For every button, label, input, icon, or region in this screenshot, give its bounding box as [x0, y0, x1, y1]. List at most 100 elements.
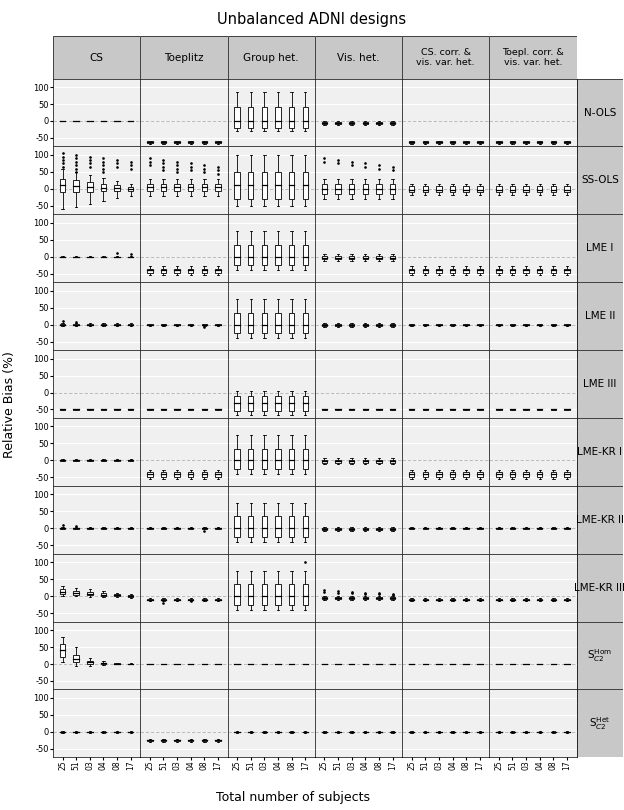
Bar [147, 740, 152, 741]
Bar [74, 654, 79, 663]
Bar [335, 184, 341, 194]
Text: S$^{\mathrm{Het}}_{C2}$: S$^{\mathrm{Het}}_{C2}$ [589, 715, 611, 731]
Bar [303, 108, 308, 128]
Bar [289, 584, 295, 604]
Text: LME II: LME II [585, 311, 615, 321]
Bar [248, 245, 253, 265]
Bar [261, 108, 267, 128]
Bar [215, 740, 221, 741]
Bar [349, 527, 354, 530]
Bar [188, 184, 193, 190]
Bar [215, 269, 221, 273]
Bar [422, 472, 428, 476]
Bar [409, 186, 414, 192]
Bar [321, 597, 327, 599]
Bar [376, 122, 382, 124]
Bar [147, 142, 152, 143]
Bar [477, 186, 482, 192]
Bar [335, 122, 341, 124]
Bar [275, 313, 281, 333]
Bar [174, 184, 180, 190]
Bar [87, 661, 92, 664]
Bar [321, 527, 327, 530]
Bar [74, 590, 79, 595]
Bar [235, 108, 240, 128]
Bar [188, 740, 193, 741]
Bar [303, 313, 308, 333]
Bar [321, 460, 327, 463]
Bar [128, 187, 134, 190]
Bar [390, 460, 395, 463]
Bar [202, 472, 207, 476]
Bar [215, 184, 221, 190]
Bar [363, 597, 368, 599]
Bar [248, 172, 253, 199]
Text: Unbalanced ADNI designs: Unbalanced ADNI designs [217, 12, 407, 28]
Bar [564, 186, 570, 192]
Bar [147, 472, 152, 476]
Bar [289, 449, 295, 469]
Bar [349, 184, 354, 194]
Bar [335, 597, 341, 599]
Bar [100, 663, 106, 664]
Bar [275, 172, 281, 199]
Bar [335, 256, 341, 259]
Bar [436, 599, 442, 600]
Text: Total number of subjects: Total number of subjects [217, 791, 370, 804]
Bar [450, 142, 456, 143]
Bar [510, 186, 515, 192]
Bar [376, 324, 382, 326]
Bar [376, 597, 382, 599]
Bar [335, 460, 341, 463]
Bar [235, 449, 240, 469]
Bar [537, 599, 542, 600]
Text: S$^{\mathrm{Hom}}_{C2}$: S$^{\mathrm{Hom}}_{C2}$ [587, 647, 613, 664]
Bar [248, 313, 253, 333]
Text: LME-KR I: LME-KR I [577, 447, 623, 457]
Bar [464, 269, 469, 273]
Bar [161, 740, 166, 741]
Bar [87, 591, 92, 595]
Bar [496, 269, 502, 273]
Bar [289, 245, 295, 265]
Bar [174, 269, 180, 273]
Bar [349, 324, 354, 326]
Bar [275, 245, 281, 265]
Bar [321, 184, 327, 194]
Bar [215, 472, 221, 476]
Bar [564, 142, 570, 143]
Bar [174, 740, 180, 741]
Bar [60, 324, 66, 325]
Bar [289, 108, 295, 128]
Bar [409, 269, 414, 273]
Bar [289, 313, 295, 333]
Bar [450, 186, 456, 192]
Bar [275, 517, 281, 537]
Text: Toepl. corr. &
vis. var. het.: Toepl. corr. & vis. var. het. [502, 48, 564, 67]
Bar [363, 256, 368, 259]
Bar [74, 527, 79, 529]
Bar [550, 142, 556, 143]
Bar [289, 172, 295, 199]
Bar [60, 644, 66, 657]
Bar [550, 186, 556, 192]
Bar [510, 269, 515, 273]
Bar [275, 584, 281, 604]
Bar [87, 324, 92, 325]
Bar [303, 245, 308, 265]
Bar [477, 269, 482, 273]
Bar [537, 472, 542, 476]
Bar [524, 472, 529, 476]
Text: Group het.: Group het. [243, 53, 299, 62]
Bar [321, 122, 327, 124]
Text: SS-OLS: SS-OLS [581, 176, 619, 185]
Bar [390, 122, 395, 124]
Text: Vis. het.: Vis. het. [337, 53, 379, 62]
Bar [363, 527, 368, 530]
Bar [248, 396, 253, 411]
Bar [409, 142, 414, 143]
Bar [376, 460, 382, 463]
Bar [363, 122, 368, 124]
Bar [464, 472, 469, 476]
Bar [248, 108, 253, 128]
